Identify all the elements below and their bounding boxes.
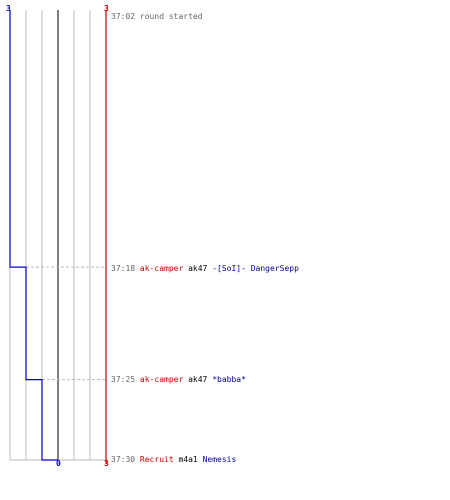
score-top-left: 3 bbox=[6, 4, 11, 13]
score-top-right: 3 bbox=[104, 4, 109, 13]
event-killer: ak-camper bbox=[139, 264, 184, 273]
grid-lines bbox=[9, 10, 107, 461]
event-weapon: m4a1 bbox=[178, 455, 198, 464]
event-time: 37:30 bbox=[111, 455, 136, 464]
event-killer: ak-camper bbox=[139, 375, 184, 384]
event-message: round started bbox=[139, 12, 203, 21]
event-time: 37:18 bbox=[111, 264, 136, 273]
event-time: 37:02 bbox=[111, 12, 136, 21]
event-victim: *babba* bbox=[212, 375, 246, 384]
event-connectors bbox=[26, 266, 106, 381]
blue-team-alive-line bbox=[9, 10, 58, 461]
event-victim: Nemesis bbox=[202, 455, 237, 464]
event-weapon: ak47 bbox=[188, 375, 208, 384]
score-bottom-right: 3 bbox=[104, 459, 109, 468]
event-kill: 37:30 Recruit m4a1 Nemesis bbox=[111, 455, 236, 464]
score-bottom-left: 0 bbox=[56, 459, 61, 468]
event-kill: 37:25 ak-camper ak47 *babba* bbox=[111, 375, 246, 384]
event-weapon: ak47 bbox=[188, 264, 208, 273]
event-round-started: 37:02 round started bbox=[111, 12, 203, 21]
event-kill: 37:18 ak-camper ak47 -[SoI]- DangerSepp bbox=[111, 264, 299, 273]
event-victim: -[SoI]- DangerSepp bbox=[212, 264, 299, 273]
event-killer: Recruit bbox=[139, 455, 174, 464]
event-time: 37:25 bbox=[111, 375, 136, 384]
